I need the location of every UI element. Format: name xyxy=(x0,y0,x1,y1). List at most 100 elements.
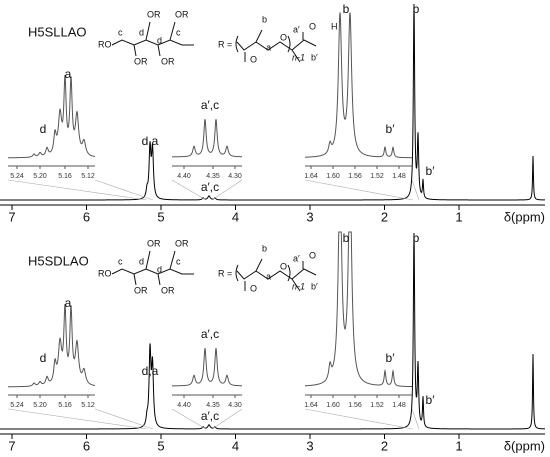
sample-name: H5SDLAO xyxy=(28,253,89,268)
x-tick-label: 4 xyxy=(232,438,239,453)
peak-label: b′ xyxy=(426,393,436,407)
inset-tick-label: 1.48 xyxy=(392,402,406,409)
r-group-label: a xyxy=(266,42,271,52)
peak-label: a′,c xyxy=(201,409,219,423)
x-tick-label: 2 xyxy=(381,209,388,224)
inset-peak-label: b xyxy=(343,2,350,16)
inset-trace xyxy=(8,303,96,388)
peak-label: d,a xyxy=(142,134,159,148)
r-group-label: a′ xyxy=(293,24,300,34)
inset-peak-label: b′ xyxy=(386,351,396,365)
r-group-label: O xyxy=(250,283,257,293)
x-tick-label: 1 xyxy=(455,209,462,224)
peak-label: d,a xyxy=(142,364,159,378)
r-group-label: O xyxy=(280,32,287,42)
inset-tick-label: 1.56 xyxy=(348,402,362,409)
r-group-label: b′ xyxy=(311,281,318,291)
r-group-label: R = xyxy=(218,39,232,49)
inset-tick-label: 5.24 xyxy=(10,402,24,409)
inset-tick-label: 1.60 xyxy=(326,402,340,409)
x-tick-label: 4 xyxy=(232,209,239,224)
inset-tick-label: 5.20 xyxy=(33,173,47,180)
structure-label: c xyxy=(176,27,181,37)
structure-bonds xyxy=(111,21,194,57)
structure-label: OR xyxy=(161,285,175,295)
r-group-label: O xyxy=(250,54,257,64)
x-tick-label: 7 xyxy=(8,209,15,224)
inset-tick-label: 4.40 xyxy=(177,402,191,409)
inset-connector xyxy=(94,408,154,430)
sample-name: H5SLLAO xyxy=(28,24,87,39)
inset-tick-label: 5.24 xyxy=(10,173,24,180)
inset-connector xyxy=(94,179,154,201)
inset-tick-label: 5.20 xyxy=(33,402,47,409)
inset-trace xyxy=(172,348,242,387)
inset-peak-label: a′,c xyxy=(201,98,219,112)
x-tick-label: 5 xyxy=(157,438,164,453)
r-group-label: O xyxy=(309,21,316,31)
peak-label: b xyxy=(413,231,420,245)
inset-connector xyxy=(411,179,420,201)
r-group-label: O xyxy=(309,250,316,260)
inset-tick-label: 1.48 xyxy=(392,173,406,180)
structure-label: OR xyxy=(175,9,189,19)
structure-label: d xyxy=(157,35,162,45)
x-tick-label: 2 xyxy=(381,438,388,453)
inset-tick-label: 5.16 xyxy=(58,173,72,180)
inset-tick-label: 1.52 xyxy=(370,402,384,409)
structure-label: d xyxy=(157,264,162,274)
structure-label: OR xyxy=(175,238,189,248)
inset-connector xyxy=(304,408,414,430)
inset-trace xyxy=(304,231,412,388)
spectrum-trace xyxy=(0,232,546,430)
inset-peak-label: a xyxy=(65,296,72,310)
inset-tick-label: 1.56 xyxy=(348,173,362,180)
structure-label: c xyxy=(118,27,123,37)
structure-label: OR xyxy=(147,238,161,248)
r-group-bonds xyxy=(235,29,317,63)
structure-label: OR xyxy=(134,285,148,295)
inset-connector xyxy=(171,408,207,430)
r-group-label: b xyxy=(262,243,267,253)
inset-connector xyxy=(411,408,420,430)
inset-trace xyxy=(304,12,412,159)
axis-label: δ(ppm) xyxy=(504,438,545,453)
inset-tick-label: 4.40 xyxy=(177,173,191,180)
inset-tick-label: 4.35 xyxy=(206,402,220,409)
spectrum-trace xyxy=(0,3,545,201)
structure-bonds xyxy=(111,250,194,286)
structure-label: c xyxy=(118,256,123,266)
inset-trace xyxy=(8,74,96,159)
inset-peak-label: d xyxy=(40,122,47,136)
inset-connector xyxy=(211,179,243,201)
inset-peak-label: b′ xyxy=(386,122,396,136)
inset-tick-label: 1.64 xyxy=(304,402,318,409)
x-tick-label: 3 xyxy=(306,438,313,453)
inset-connector xyxy=(304,179,414,201)
r-group-label: a′ xyxy=(293,253,300,263)
structure-label: OR xyxy=(161,56,175,66)
structure-label: RO xyxy=(98,268,112,278)
inset-tick-label: 5.16 xyxy=(58,402,72,409)
inset-connector xyxy=(211,408,243,430)
inset-tick-label: 4.30 xyxy=(228,173,242,180)
structure-label: RO xyxy=(98,39,112,49)
inset-tick-label: 5.12 xyxy=(81,173,95,180)
inset-connector xyxy=(171,179,207,201)
peak-label: b′ xyxy=(426,164,436,178)
inset-peak-label: a′,c xyxy=(201,327,219,341)
r-group-label: n-1 xyxy=(292,281,305,291)
r-group-label: b′ xyxy=(311,52,318,62)
x-tick-label: 7 xyxy=(8,438,15,453)
inset-tick-label: 1.60 xyxy=(326,173,340,180)
peak-label: b xyxy=(413,2,420,16)
inset-connector xyxy=(7,179,148,201)
x-tick-label: 3 xyxy=(306,209,313,224)
r-group-label: b xyxy=(262,14,267,24)
r-group-label: n-1 xyxy=(292,52,305,62)
inset-peak-label: a xyxy=(65,67,72,81)
x-tick-label: 5 xyxy=(157,209,164,224)
peak-label: a′,c xyxy=(201,180,219,194)
